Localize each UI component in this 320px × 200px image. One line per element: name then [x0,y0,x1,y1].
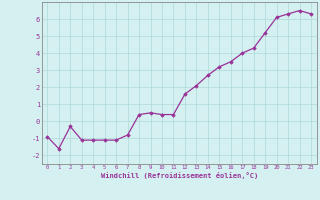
X-axis label: Windchill (Refroidissement éolien,°C): Windchill (Refroidissement éolien,°C) [100,172,258,179]
